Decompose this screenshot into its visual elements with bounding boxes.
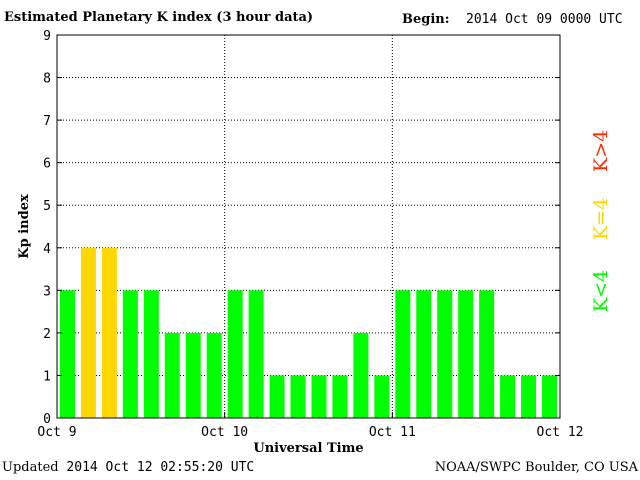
chart-title: Estimated Planetary K index (3 hour data… [4, 10, 314, 25]
updated-value: 2014 Oct 12 02:55:20 UTC [66, 460, 255, 475]
kp-bar [248, 290, 264, 418]
y-axis-title: Kp index [17, 194, 32, 259]
updated-label: Updated [2, 460, 59, 475]
begin-label: Begin: [402, 12, 450, 27]
y-tick-label: 2 [43, 327, 51, 342]
y-tick-label: 8 [43, 72, 51, 87]
kp-bar [227, 290, 243, 418]
kp-bar [458, 290, 474, 418]
kp-bar [332, 375, 348, 418]
y-tick-label: 5 [43, 199, 51, 214]
y-tick-label: 7 [43, 114, 51, 129]
plot-frame [56, 34, 561, 419]
kp-bar [143, 290, 159, 418]
kp-bar [521, 375, 537, 418]
y-tick-label: 4 [43, 242, 51, 257]
kp-bar [101, 247, 117, 418]
kp-bar [290, 375, 306, 418]
kp-bar [311, 375, 327, 418]
updated-text: Updated 2014 Oct 12 02:55:20 UTC [2, 460, 254, 475]
x-tick-label: Oct 10 [201, 425, 248, 440]
kp-bar [500, 375, 516, 418]
kp-bar [437, 290, 453, 418]
kp-bar [122, 290, 138, 418]
kp-bar [479, 290, 495, 418]
x-tick-label: Oct 12 [537, 425, 584, 440]
begin-value: 2014 Oct 09 0000 UTC [466, 12, 623, 27]
source-text: NOAA/SWPC Boulder, CO USA [434, 460, 638, 475]
y-tick-label: 6 [43, 157, 51, 172]
legend-low: K<4 [590, 269, 612, 312]
kp-bar [80, 247, 96, 418]
x-tick-label: Oct 9 [37, 425, 76, 440]
legend-high: K>4 [590, 129, 612, 172]
kp-bar [59, 290, 75, 418]
y-tick-label: 9 [43, 29, 51, 44]
x-tick-label: Oct 11 [369, 425, 416, 440]
kp-bar [395, 290, 411, 418]
legend-mid: K=4 [590, 197, 612, 240]
kp-bar [353, 332, 369, 418]
y-tick-label: 3 [43, 284, 51, 299]
y-tick-label: 1 [43, 369, 51, 384]
kp-bar [269, 375, 285, 418]
kp-bar [185, 332, 201, 418]
x-axis-title: Universal Time [253, 441, 363, 456]
kp-bar [416, 290, 432, 418]
kp-bar [374, 375, 390, 418]
kp-bar [542, 375, 558, 418]
kp-bar [164, 332, 180, 418]
kp-bar [206, 332, 222, 418]
y-tick-label: 0 [43, 412, 51, 427]
